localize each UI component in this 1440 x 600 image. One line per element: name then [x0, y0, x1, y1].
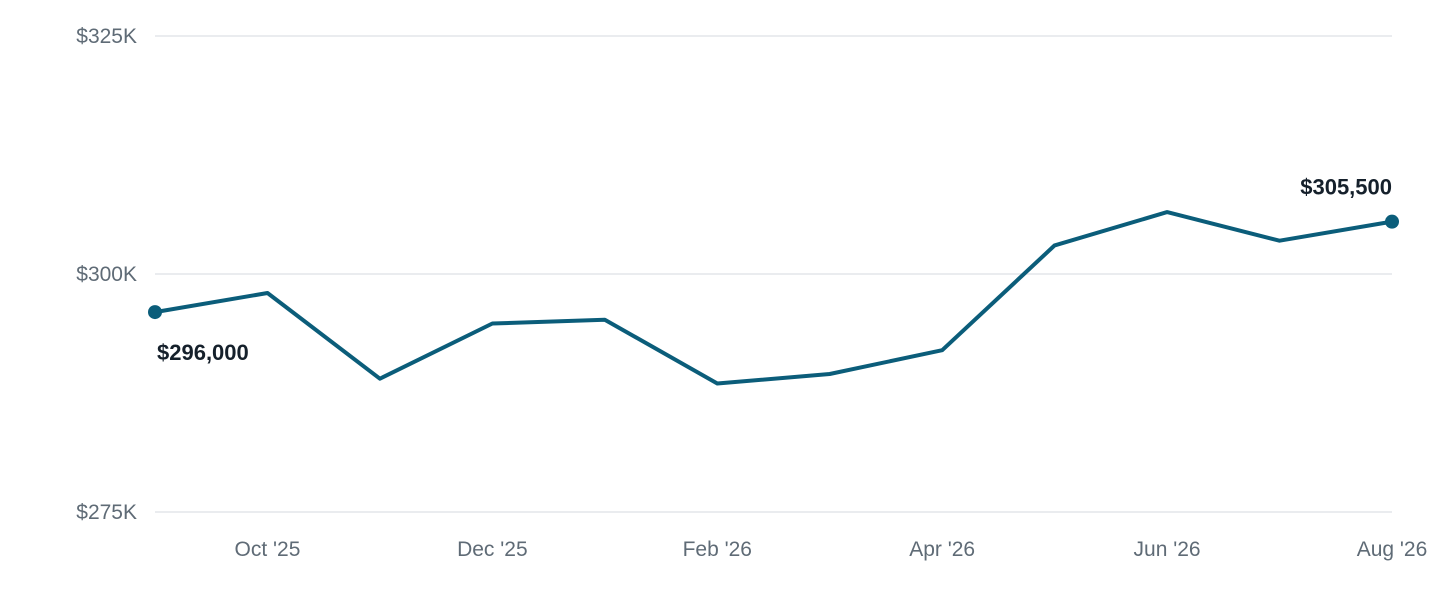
- series-layer: [148, 210, 1399, 386]
- x-tick-label: Aug '26: [1357, 538, 1428, 561]
- y-tick-label: $275K: [76, 501, 137, 524]
- y-tick-label: $325K: [76, 25, 137, 48]
- x-tick-label: Apr '26: [909, 538, 975, 561]
- data-point: [148, 305, 162, 320]
- x-tick-label: Feb '26: [683, 538, 752, 561]
- gridlines: [155, 35, 1392, 513]
- x-tick-label: Dec '25: [457, 538, 528, 561]
- x-tick-label: Jun '26: [1134, 538, 1201, 561]
- y-axis-ticks: $275K $300K $325K: [76, 25, 137, 524]
- data-label: $296,000: [157, 340, 249, 365]
- series-line: [153, 210, 1394, 386]
- data-labels: $296,000 $305,500: [157, 175, 1392, 365]
- y-tick-label: $300K: [76, 263, 137, 286]
- data-point: [1385, 214, 1399, 229]
- x-tick-label: Oct '25: [235, 538, 301, 561]
- data-label: $305,500: [1300, 175, 1392, 200]
- x-axis-ticks: Oct '25 Dec '25 Feb '26 Apr '26 Jun '26 Aug '…: [235, 538, 1428, 561]
